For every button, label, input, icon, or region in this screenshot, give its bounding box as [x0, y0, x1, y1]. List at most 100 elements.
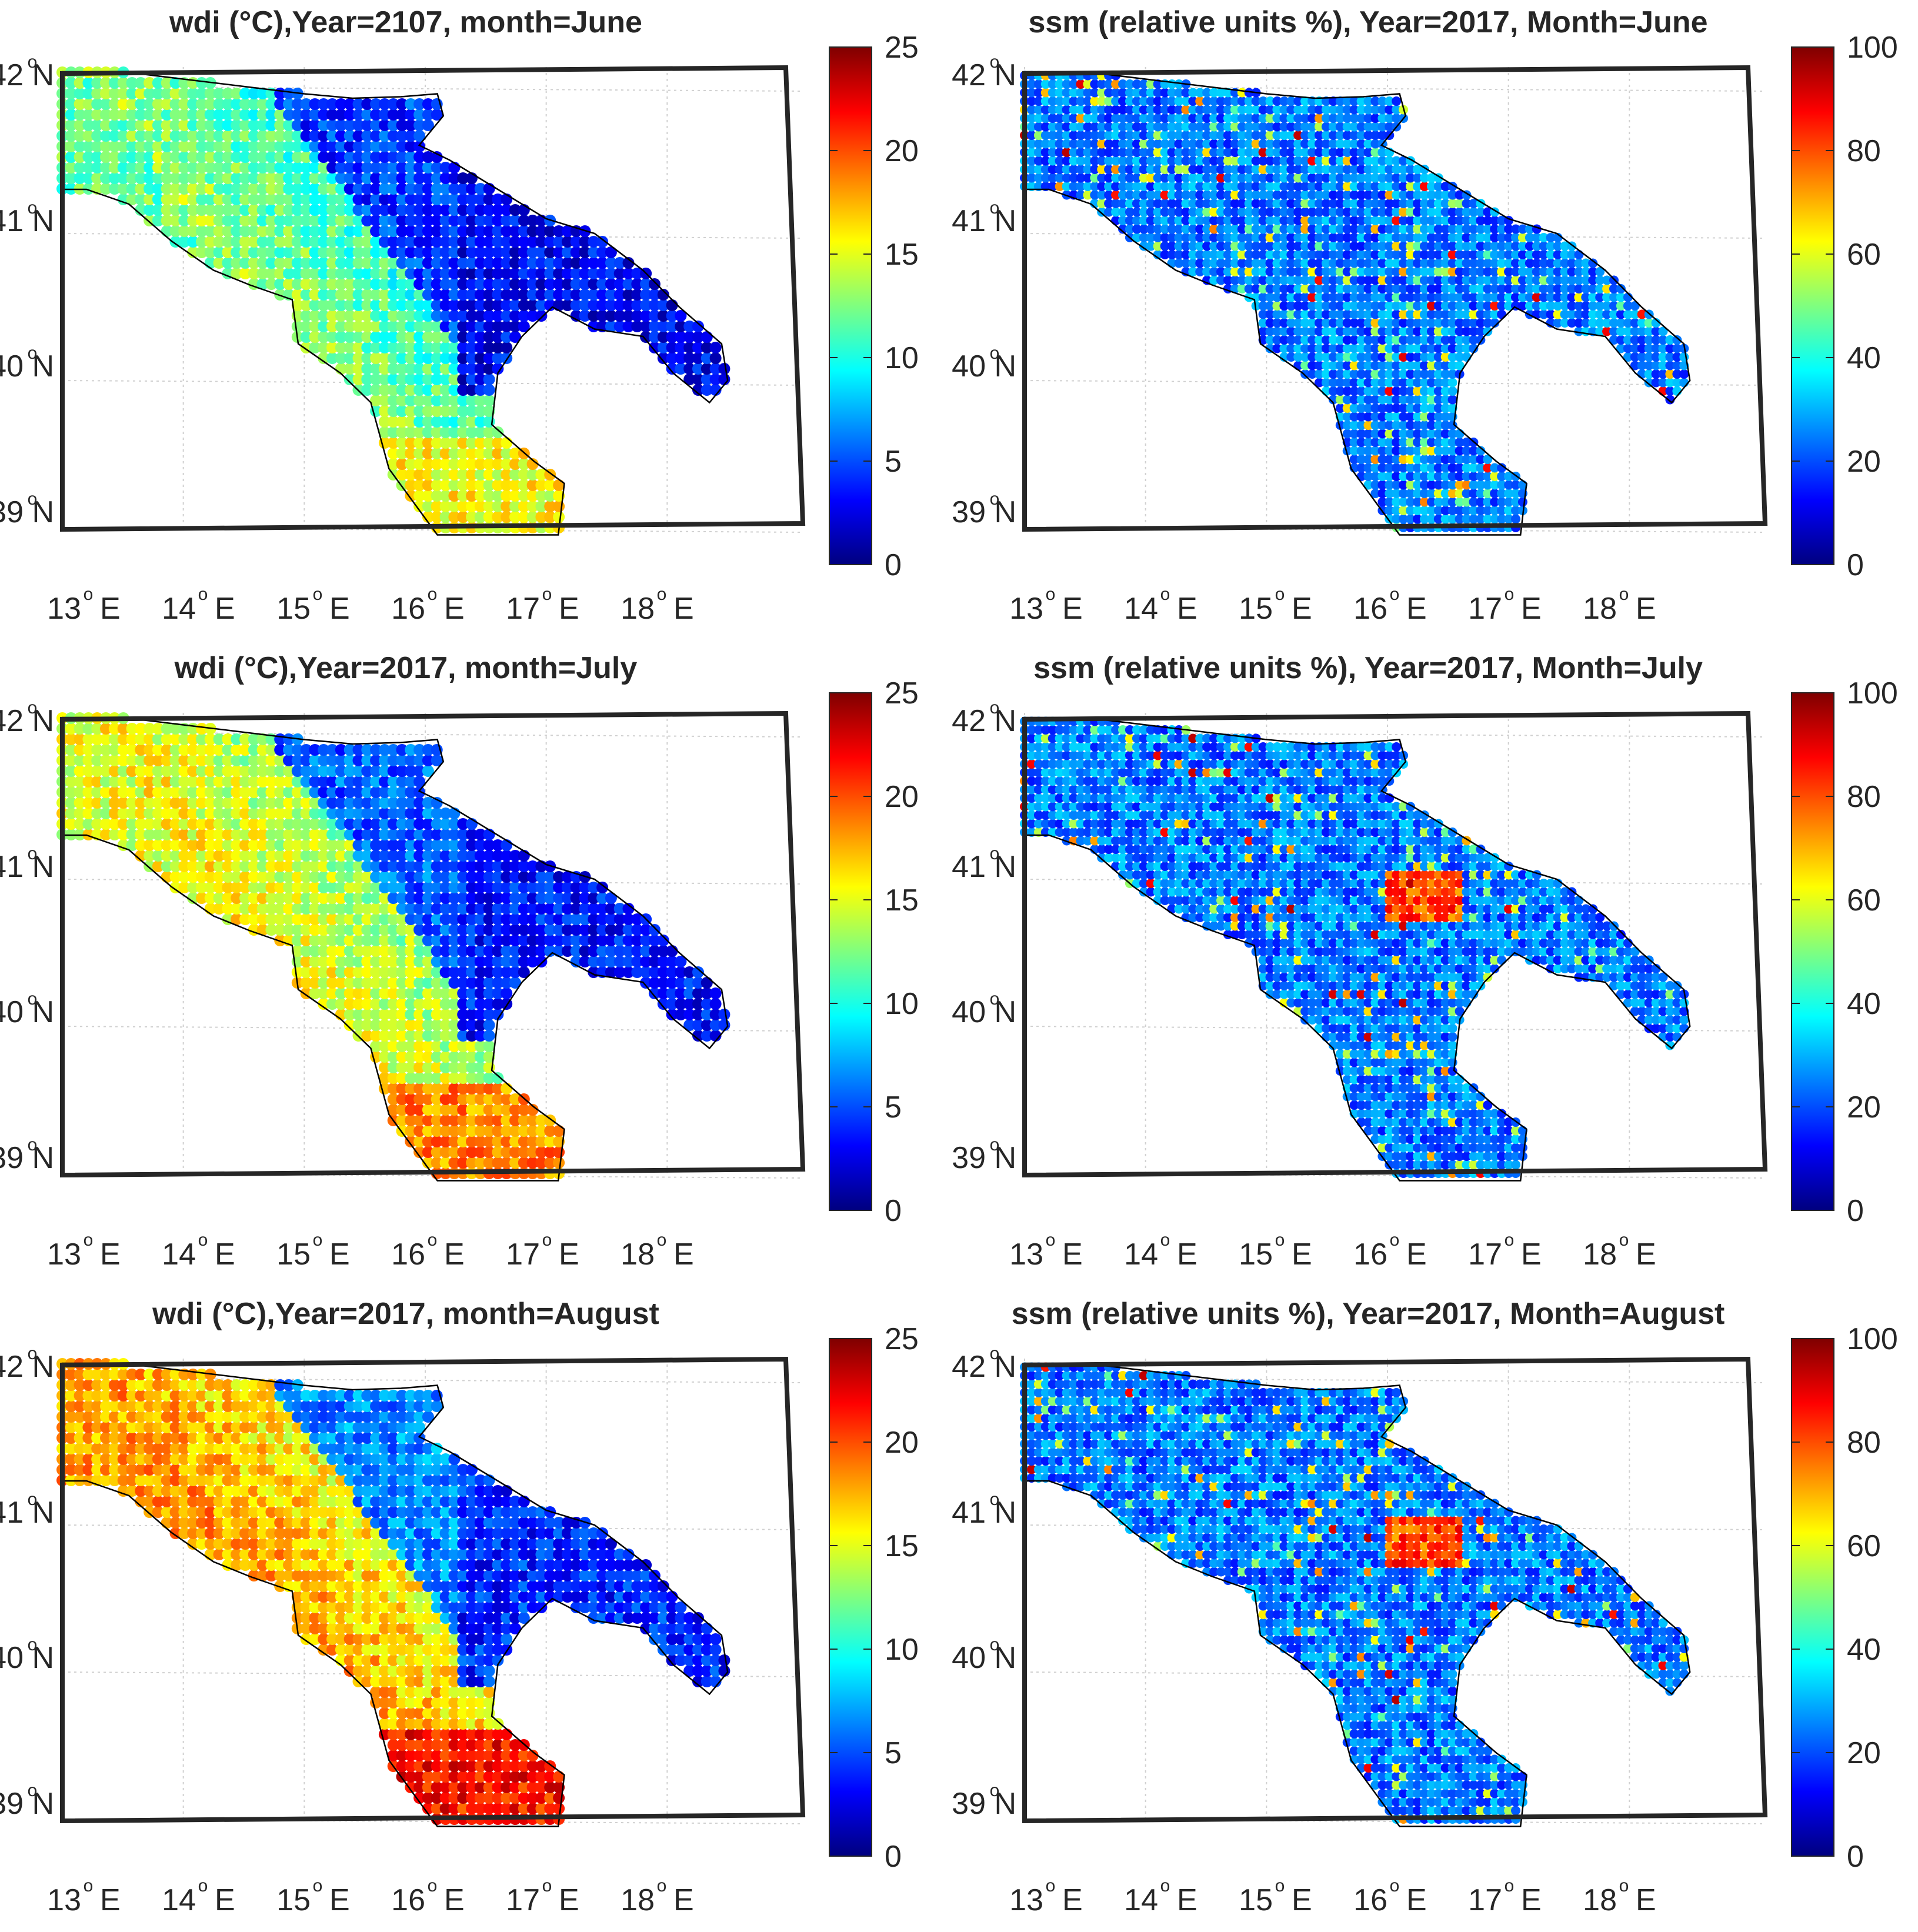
data-cell — [683, 342, 696, 353]
data-cell — [439, 437, 452, 449]
data-cell — [378, 342, 391, 353]
data-cell — [1574, 250, 1584, 259]
data-cell — [413, 416, 426, 428]
data-cell — [431, 331, 443, 343]
data-cell — [648, 342, 661, 353]
data-cell — [431, 151, 443, 163]
data-cell — [309, 321, 321, 332]
data-cell — [431, 299, 443, 311]
data-cell — [335, 342, 347, 353]
data-cell — [274, 289, 286, 301]
data-cell — [448, 289, 461, 301]
data-cell — [422, 321, 434, 332]
data-cell — [474, 479, 486, 491]
data-cell — [431, 384, 443, 396]
data-cell — [431, 342, 443, 353]
data-cell — [692, 331, 704, 343]
data-cell — [457, 437, 469, 449]
data-cell — [413, 448, 426, 459]
data-cell — [405, 373, 417, 385]
data-cell — [640, 310, 652, 322]
data-cell — [675, 352, 687, 364]
data-cell — [492, 1072, 504, 1084]
data-cell — [439, 373, 452, 385]
data-cell — [335, 310, 347, 322]
data-cell — [361, 321, 373, 332]
data-cell — [622, 289, 635, 301]
data-cell — [509, 448, 521, 459]
data-cell — [396, 416, 408, 428]
data-cell — [457, 352, 469, 364]
data-cell — [570, 299, 582, 311]
data-cell — [361, 342, 373, 353]
data-cell — [422, 352, 434, 364]
data-cell — [378, 289, 391, 301]
data-cell — [448, 342, 461, 353]
data-cell — [448, 373, 461, 385]
data-cell — [405, 490, 417, 502]
data-cell — [535, 299, 548, 311]
data-cell — [387, 373, 399, 385]
data-cell — [343, 331, 356, 343]
data-cell — [613, 310, 626, 322]
data-cell — [501, 342, 513, 353]
data-cell — [683, 352, 696, 364]
data-cell — [466, 299, 478, 311]
data-cell — [413, 352, 426, 364]
data-cell — [718, 363, 730, 375]
data-cell — [579, 289, 591, 301]
data-cell — [361, 363, 373, 375]
data-cell — [483, 511, 495, 523]
data-cell — [466, 310, 478, 322]
data-cell — [1609, 275, 1619, 285]
data-cell — [474, 395, 486, 406]
data-cell — [457, 321, 469, 332]
data-cell — [335, 299, 347, 311]
data-cell — [492, 321, 504, 332]
data-cell — [518, 321, 530, 332]
data-cell — [370, 352, 382, 364]
data-cell — [422, 448, 434, 459]
data-cell — [561, 299, 573, 311]
data-cell — [518, 511, 530, 523]
data-cell — [361, 384, 373, 396]
data-cell — [701, 384, 713, 396]
data-cell — [492, 310, 504, 322]
data-cell — [361, 289, 373, 301]
data-cell — [413, 405, 426, 417]
data-cell — [413, 437, 426, 449]
data-cell — [509, 490, 521, 502]
data-cell — [605, 289, 617, 301]
data-cell — [518, 500, 530, 512]
data-cell — [405, 426, 417, 438]
data-cell — [396, 342, 408, 353]
data-cell — [544, 500, 556, 512]
data-cell — [605, 321, 617, 332]
data-cell — [422, 395, 434, 406]
data-cell — [439, 342, 452, 353]
data-cell — [553, 1157, 565, 1169]
data-cell — [457, 405, 469, 417]
data-cell — [518, 299, 530, 311]
data-cell — [474, 426, 486, 438]
data-cell — [718, 1019, 730, 1031]
data-cell — [405, 363, 417, 375]
data-cell — [1483, 326, 1493, 336]
data-cell — [457, 511, 469, 523]
colorbar-gradient — [829, 46, 872, 565]
data-cell — [387, 448, 399, 459]
data-cell — [413, 490, 426, 502]
data-cell — [709, 352, 722, 364]
data-cell — [396, 289, 408, 301]
data-cell — [544, 490, 556, 502]
data-cell — [648, 924, 661, 936]
data-cell — [535, 479, 548, 491]
data-cell — [439, 458, 452, 470]
data-cell — [466, 469, 478, 481]
data-cell — [648, 310, 661, 322]
data-cell — [309, 289, 321, 301]
lon-tick-label: 15 o E — [1239, 585, 1312, 626]
data-cell — [378, 299, 391, 311]
data-cell — [492, 289, 504, 301]
